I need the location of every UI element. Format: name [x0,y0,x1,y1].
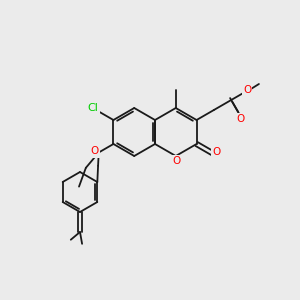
Text: O: O [243,85,251,95]
Text: O: O [212,147,220,157]
Text: O: O [173,156,181,166]
Text: O: O [91,146,99,157]
Text: Cl: Cl [88,103,98,113]
Text: O: O [236,114,244,124]
